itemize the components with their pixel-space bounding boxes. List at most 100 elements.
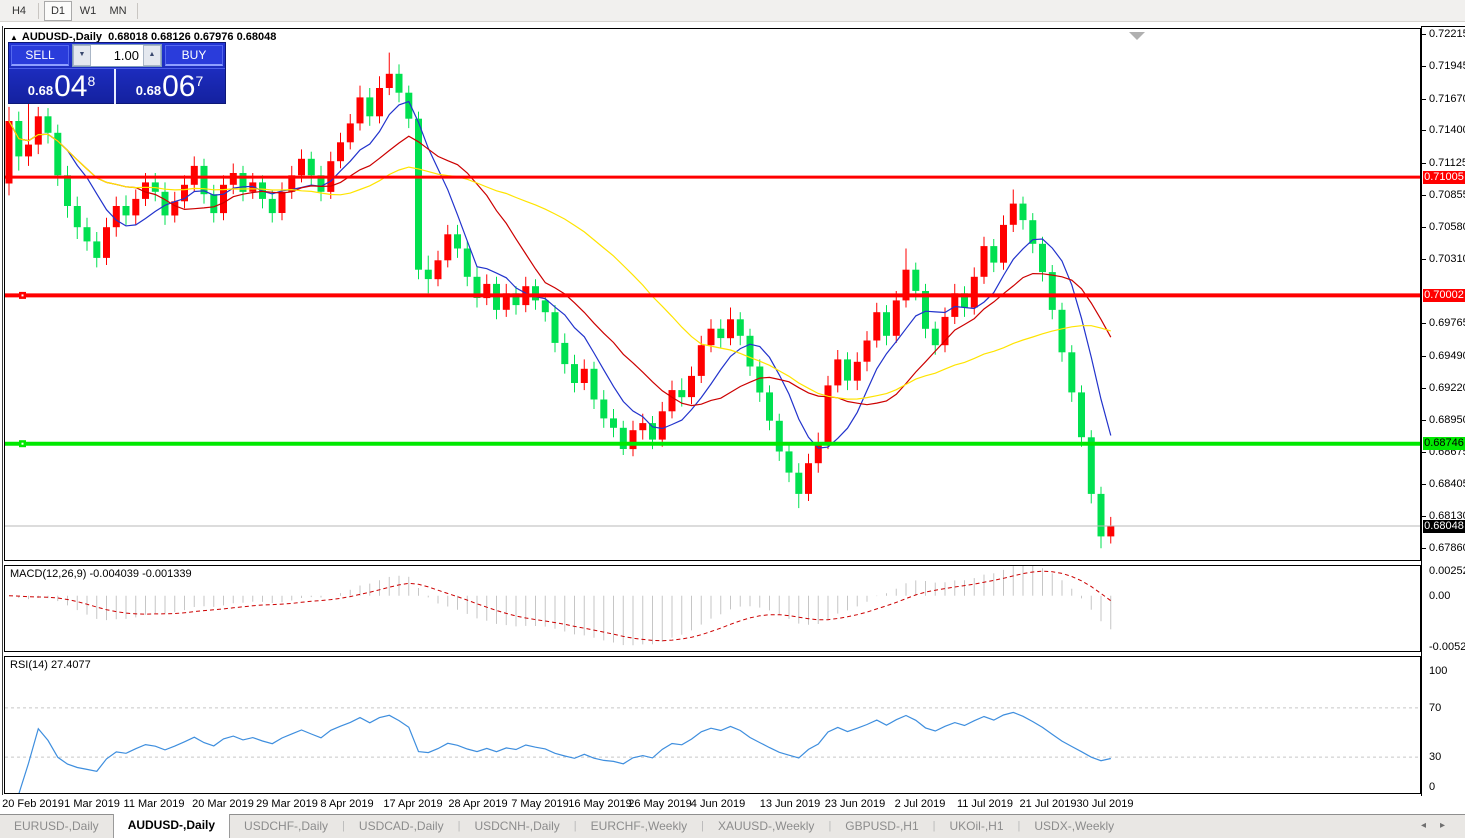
sell-price[interactable]: 0.68 04 8 — [9, 69, 116, 104]
tab-separator: | — [932, 820, 936, 832]
timeframe-toolbar: H4 D1 W1 MN — [0, 0, 1465, 22]
price-axis-tick — [1422, 516, 1426, 517]
date-axis-label: 16 May 2019 — [568, 798, 632, 810]
current-price-badge: 0.68048 — [1423, 520, 1465, 533]
tab-scroll-left-icon[interactable]: ◂ — [1420, 820, 1440, 831]
candle — [902, 248, 910, 308]
chart-tab-xauusd[interactable]: XAUUSD-,Weekly — [717, 819, 815, 833]
candle — [883, 305, 890, 346]
candle — [766, 385, 773, 431]
date-axis-label: 8 Apr 2019 — [320, 798, 374, 810]
moving-average-7 — [8, 100, 1112, 449]
volume-increase-button[interactable]: ▲ — [143, 45, 161, 66]
macd-values: -0.004039 -0.001339 — [89, 568, 192, 580]
volume-decrease-button[interactable]: ▼ — [73, 45, 91, 66]
candle — [863, 331, 871, 372]
chart-tab-usdchf[interactable]: USDCHF-,Daily — [244, 819, 329, 833]
chart-tab-usdx[interactable]: USDX-,Weekly — [1034, 819, 1115, 833]
price-axis-tick — [1422, 195, 1426, 196]
date-axis-label: 23 Jun 2019 — [824, 798, 886, 810]
chart-tab-ukoil[interactable]: UKOil-,H1 — [949, 819, 1004, 833]
date-axis-label: 4 Jun 2019 — [690, 798, 746, 810]
macd-panel[interactable] — [4, 565, 1421, 652]
moving-average-30 — [8, 120, 1111, 400]
candle — [844, 352, 851, 391]
timeframe-button-d1[interactable]: D1 — [44, 0, 72, 21]
candle — [171, 191, 179, 223]
candle — [1000, 215, 1007, 270]
candle — [415, 111, 422, 280]
rsi-axis-label: 30 — [1429, 751, 1442, 763]
candle — [707, 319, 715, 353]
candle — [424, 255, 432, 294]
main-chart[interactable] — [4, 28, 1421, 561]
timeframe-button-mn[interactable]: MN — [109, 4, 127, 17]
macd-axis-label: 0.002522 — [1429, 565, 1465, 577]
timeframe-button-h4[interactable]: H4 — [11, 4, 27, 17]
rsi-line — [18, 711, 1111, 793]
price-axis-label: 0.68950 — [1429, 414, 1465, 426]
candle — [892, 291, 900, 343]
price-axis-tick — [1422, 163, 1426, 164]
price-axis[interactable]: 0.72215 0.71945 0.71670 0.71400 0.71125 0.708… — [1421, 26, 1465, 796]
candle — [619, 420, 627, 455]
chart-tab-audusd[interactable]: AUDUSD-,Daily — [112, 814, 231, 838]
buy-price[interactable]: 0.68 06 7 — [116, 69, 223, 104]
tab-scroll-right-icon[interactable]: ▸ — [1439, 820, 1459, 831]
price-badge-0.71005: 0.71005 — [1423, 171, 1465, 184]
symbol-dropdown-icon[interactable]: ▲ — [10, 33, 18, 42]
rsi-panel[interactable] — [4, 656, 1421, 794]
candle — [990, 239, 998, 273]
chart-tab-usdcad[interactable]: USDCAD-,Daily — [358, 819, 444, 833]
date-axis-label: 7 May 2019 — [511, 798, 569, 810]
candle — [805, 453, 812, 501]
candle — [668, 380, 676, 419]
chart-tab-eurusd[interactable]: EURUSD-,Daily — [14, 819, 99, 833]
timeframe-button-w1[interactable]: W1 — [79, 4, 97, 17]
candle — [931, 321, 939, 355]
candle — [1009, 189, 1017, 232]
candle — [463, 241, 471, 287]
tab-separator: | — [701, 820, 704, 832]
candle — [1048, 265, 1056, 320]
moving-average-14 — [8, 120, 1112, 407]
one-click-trading-panel: SELL ▼ ▲ BUY 0.68 04 8 0.68 06 7 — [8, 42, 226, 104]
candle — [239, 165, 247, 202]
sell-button[interactable]: SELL — [11, 45, 69, 66]
candle — [15, 111, 23, 171]
price-axis-label: 0.69490 — [1429, 350, 1465, 362]
volume-input[interactable] — [91, 46, 143, 65]
price-axis-tick — [1422, 34, 1426, 35]
chart-tab-usdcnh[interactable]: USDCNH-,Daily — [474, 819, 560, 833]
candle — [1029, 213, 1037, 254]
candle — [853, 352, 861, 391]
date-axis-label: 21 Jul 2019 — [1019, 798, 1077, 810]
candle — [1087, 430, 1095, 504]
candle — [961, 286, 968, 317]
autoscroll-marker-icon[interactable] — [1129, 32, 1145, 40]
price-axis-tick — [1422, 548, 1426, 549]
price-axis-tick — [1422, 420, 1426, 421]
tab-separator: | — [828, 820, 832, 832]
date-axis-label: 1 Mar 2019 — [64, 798, 120, 810]
buy-price-prefix: 0.68 — [135, 83, 162, 98]
macd-axis-label: -0.005234 — [1429, 641, 1465, 653]
price-axis-label: 0.71125 — [1429, 157, 1465, 169]
chart-tab-gbpusd[interactable]: GBPUSD-,H1 — [845, 819, 919, 833]
buy-button[interactable]: BUY — [165, 45, 223, 66]
candle — [268, 189, 276, 223]
candle — [1097, 486, 1105, 549]
candle — [541, 293, 549, 322]
candle — [454, 224, 461, 258]
date-axis-label: 11 Mar 2019 — [123, 798, 185, 810]
date-axis-label: 20 Mar 2019 — [192, 798, 254, 810]
chart-title-ohlc: 0.68018 0.68126 0.67976 0.68048 — [108, 31, 277, 43]
macd-name: MACD(12,26,9) — [10, 568, 87, 580]
rsi-value: 27.4077 — [50, 659, 91, 671]
candle — [941, 307, 949, 353]
candle — [200, 158, 208, 204]
chart-tab-eurchf[interactable]: EURCHF-,Weekly — [590, 819, 688, 833]
date-axis[interactable]: 20 Feb 2019 1 Mar 2019 11 Mar 2019 20 Mar 2… — [0, 795, 1421, 814]
candle — [83, 217, 91, 251]
